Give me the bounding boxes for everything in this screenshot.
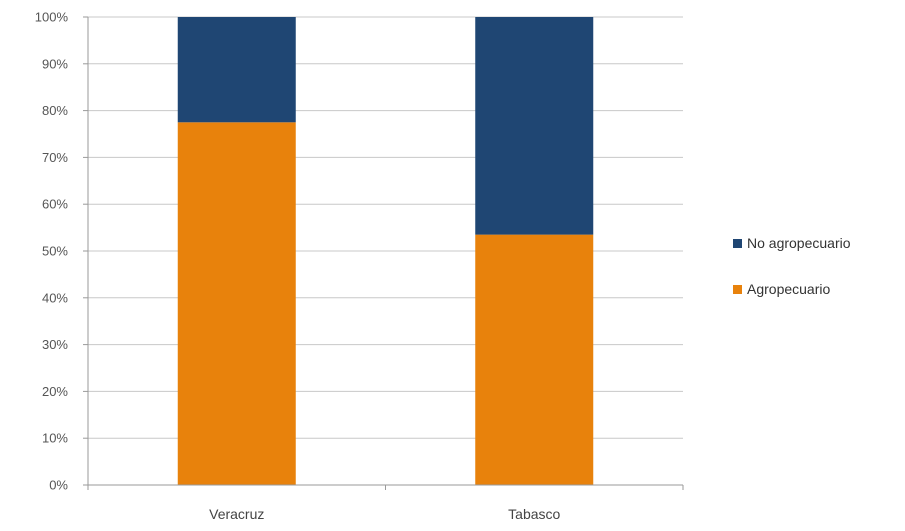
x-tick-label: Tabasco bbox=[508, 506, 560, 522]
gridlines bbox=[88, 16, 683, 486]
legend-label: No agropecuario bbox=[747, 235, 851, 251]
y-tick-label: 30% bbox=[42, 337, 68, 352]
bar-no-agropecuario-tabasco bbox=[475, 17, 594, 235]
legend-swatch bbox=[733, 285, 742, 294]
bar-agropecuario-veracruz bbox=[177, 122, 296, 486]
y-tick-label: 50% bbox=[42, 244, 68, 259]
y-tick-label: 0% bbox=[49, 478, 68, 493]
y-axis-ticks: 0% 10% 20% 30% 40% 50% 60% 70% 80% 90% 100% bbox=[35, 10, 89, 493]
legend: No agropecuario Agropecuario bbox=[733, 235, 851, 297]
bar-no-agropecuario-veracruz bbox=[177, 17, 296, 123]
y-tick-label: 80% bbox=[42, 103, 68, 118]
y-tick-label: 90% bbox=[42, 56, 68, 71]
y-tick-label: 70% bbox=[42, 150, 68, 165]
x-tick-label: Veracruz bbox=[209, 506, 264, 522]
bars bbox=[177, 17, 594, 486]
y-tick-label: 40% bbox=[42, 290, 68, 305]
y-tick-label: 60% bbox=[42, 197, 68, 212]
y-tick-label: 100% bbox=[35, 10, 69, 25]
legend-label: Agropecuario bbox=[747, 281, 830, 297]
y-tick-label: 20% bbox=[42, 384, 68, 399]
y-tick-label: 10% bbox=[42, 431, 68, 446]
bar-agropecuario-tabasco bbox=[475, 234, 594, 485]
legend-swatch bbox=[733, 239, 742, 248]
x-axis: Veracruz Tabasco bbox=[87, 484, 684, 522]
